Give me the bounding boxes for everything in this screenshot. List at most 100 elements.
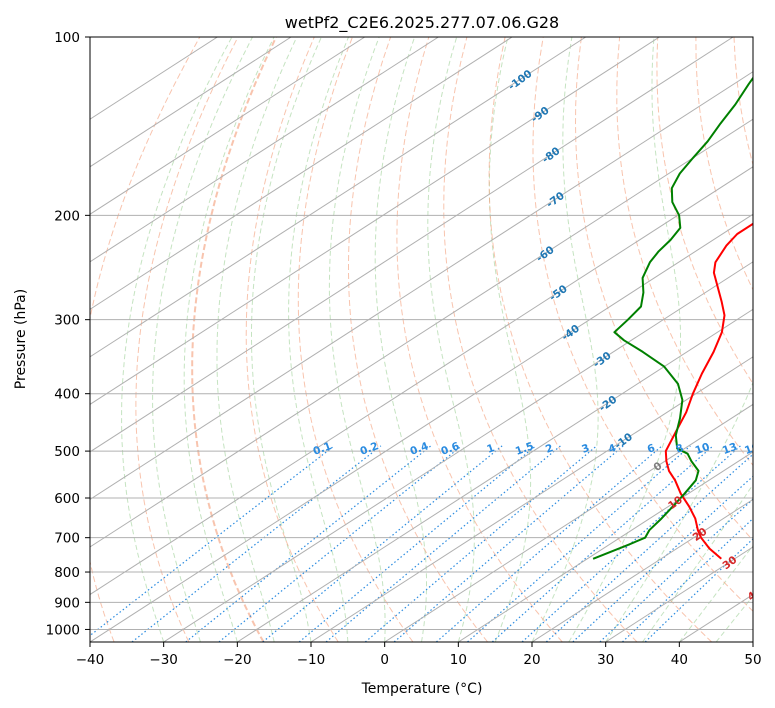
isotherm-line: [752, 641, 753, 642]
mixing-ratio-lines: [90, 445, 753, 642]
y-tick-label: 100: [54, 30, 80, 46]
x-tick-label: 20: [523, 652, 540, 668]
mixing-ratio-line: [572, 475, 753, 642]
moist-adiabat-line: [216, 37, 298, 642]
mixing-ratio-line: [393, 445, 624, 642]
moist-adiabat-line: [488, 37, 532, 642]
dry-adiabat-line: [245, 37, 339, 642]
x-tick-label: 0: [380, 652, 389, 668]
x-axis-label: Temperature (°C): [361, 681, 483, 697]
dry-adiabat-line: [396, 37, 563, 642]
isotherm-line: [310, 356, 753, 642]
moist-adiabat-line: [752, 641, 753, 642]
y-tick-label: 200: [54, 208, 80, 224]
x-tick-label: −20: [223, 652, 252, 668]
temperature-profile: [664, 222, 753, 560]
moist-adiabat-line: [374, 37, 427, 642]
mixing-ratio-label: 0.1: [312, 440, 334, 458]
mixing-ratio-label: 10: [694, 441, 712, 457]
mixing-ratio-line: [262, 445, 503, 642]
mixing-ratio-line: [467, 445, 691, 642]
y-axis-label: Pressure (hPa): [13, 289, 29, 389]
y-tick-label: 400: [54, 387, 80, 403]
y-tick-label: 1000: [46, 622, 80, 638]
isotherm-line: [90, 37, 366, 215]
isotherm-line: [90, 37, 292, 168]
dry-adiabat-line: [656, 37, 753, 385]
isotherm-label: 40: [745, 585, 764, 603]
moist-adiabats: [121, 37, 753, 642]
dry-adiabat-line: [348, 37, 488, 642]
isotherm-line: [531, 498, 753, 642]
y-tick-label: 900: [54, 595, 80, 611]
isotherm-label: -90: [529, 105, 551, 126]
mixing-ratio-label: 13: [721, 441, 739, 457]
moist-adiabat-line: [568, 37, 681, 642]
mixing-ratio-line: [218, 445, 462, 642]
chart-title: wetPf2_C2E6.2025.277.07.06.G28: [285, 13, 559, 33]
moist-adiabat-line: [288, 37, 349, 642]
y-tick-label: 700: [54, 531, 80, 547]
isotherm-line: [90, 37, 513, 310]
dry-adiabat-line: [191, 37, 278, 642]
x-tick-label: −40: [76, 652, 105, 668]
pressure-gridlines: [90, 37, 753, 630]
isotherm-line: [605, 546, 753, 642]
moist-adiabat-line: [642, 483, 753, 642]
mixing-ratio-label: 6: [646, 442, 657, 456]
isotherm-line: [384, 403, 753, 642]
sounding-profiles: [592, 76, 753, 560]
y-tick-label: 500: [54, 444, 80, 460]
mixing-ratio-label: 1.5: [514, 440, 536, 458]
mixing-ratio-line: [90, 445, 335, 637]
isotherm-label: -60: [534, 244, 556, 265]
dewpoint-profile: [592, 76, 753, 560]
mixing-ratio-label: 1: [485, 442, 496, 456]
moist-adiabat-line: [328, 37, 386, 642]
plot-frame: [89, 36, 754, 643]
mixing-ratio-line: [325, 445, 561, 642]
mixing-ratio-line: [298, 445, 537, 642]
x-tick-label: 30: [597, 652, 614, 668]
y-tick-label: 600: [54, 491, 80, 507]
isotherm-label: -50: [547, 283, 569, 304]
isotherm-line: [90, 166, 753, 596]
isotherm-line: [237, 308, 753, 642]
mixing-ratio-label: 16: [743, 441, 761, 457]
moist-adiabat-line: [183, 37, 275, 642]
y-tick-label: 300: [54, 313, 80, 329]
moist-adiabat-line: [152, 37, 253, 642]
mixing-ratio-line: [621, 517, 753, 642]
isotherm-label: -80: [540, 145, 562, 166]
isotherm-label: 20: [691, 526, 710, 544]
isotherm-line: [90, 37, 218, 120]
mixing-ratio-line: [644, 538, 753, 642]
axes: −40 −30 −20 −10 0 10 20 30 40 5010020030040050060…: [46, 30, 762, 668]
moist-adiabat-line: [605, 381, 753, 642]
plot-area: -100-90-80-70-60-50-40-30-20-10010203040…: [90, 37, 775, 642]
isotherm-line: [90, 71, 753, 501]
mixing-ratio-label: 0.2: [358, 440, 380, 458]
mixing-ratio-line: [599, 498, 753, 642]
mixing-ratio-line: [545, 453, 753, 642]
isotherms: [90, 37, 753, 642]
dry-adiabat-line: [695, 37, 753, 291]
dry-adiabat-line: [574, 37, 753, 542]
mixing-ratio-line: [185, 445, 432, 642]
mixing-ratio-line: [491, 445, 714, 642]
mixing-ratio-label: 2: [544, 442, 555, 456]
y-tick-label: 800: [54, 565, 80, 581]
moist-adiabat-line: [678, 544, 753, 642]
x-tick-label: 50: [744, 652, 761, 668]
isotherm-label: 0: [651, 460, 664, 474]
isotherm-label: -100: [506, 68, 534, 93]
x-tick-label: 40: [671, 652, 688, 668]
mixing-ratio-label: 20: [767, 441, 775, 457]
mixing-ratio-line: [436, 445, 663, 642]
isotherm-line: [458, 451, 753, 642]
isotherm-line: [163, 261, 753, 642]
mixing-ratio-label: 8: [674, 442, 685, 456]
isotherm-label: -40: [560, 323, 582, 344]
isotherm-label: -20: [597, 394, 619, 415]
isotherm-line: [90, 118, 753, 548]
